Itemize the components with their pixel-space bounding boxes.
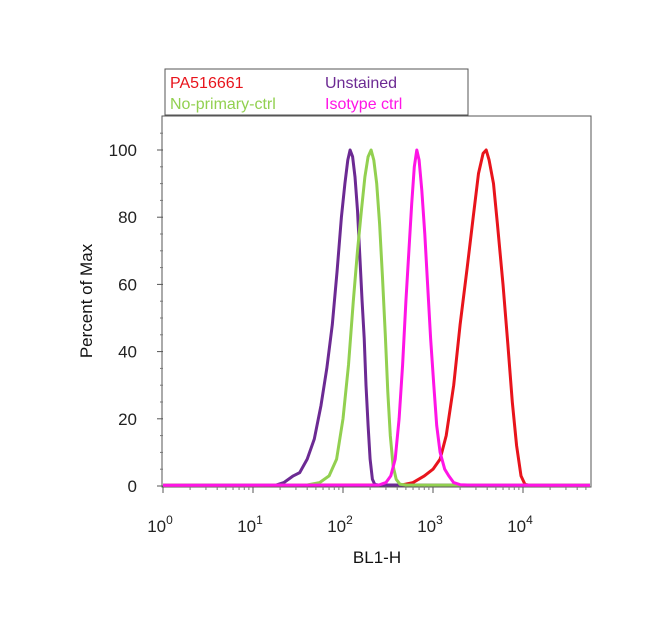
y-axis-minor-ticks <box>160 132 163 470</box>
legend-label-isotype-ctrl: Isotype ctrl <box>325 96 402 113</box>
x-tick-label: 100 <box>147 513 173 536</box>
series-line-unstained <box>162 148 591 487</box>
legend-label-pa516661: PA516661 <box>170 75 244 92</box>
y-tick-label: 100 <box>109 141 137 160</box>
series-layer <box>162 148 591 487</box>
x-axis-label: BL1-H <box>353 548 401 567</box>
y-tick-label: 20 <box>118 410 137 429</box>
series-line-isotype-ctrl <box>162 148 591 487</box>
x-tick-label: 101 <box>237 513 263 536</box>
y-tick-label: 60 <box>118 275 137 294</box>
y-axis: 0 20 40 60 80 100 <box>109 141 163 496</box>
x-axis: 100 101 102 103 104 <box>147 486 533 536</box>
series-line-pa516661 <box>162 148 590 487</box>
legend-label-no-primary-ctrl: No-primary-ctrl <box>170 96 276 113</box>
y-tick-label: 40 <box>118 343 137 362</box>
y-tick-label: 0 <box>128 477 137 496</box>
legend-box <box>164 68 469 116</box>
y-axis-label: Percent of Max <box>77 243 96 358</box>
y-tick-label: 80 <box>118 208 137 227</box>
x-tick-label: 102 <box>327 513 353 536</box>
x-tick-label: 103 <box>417 513 443 536</box>
series-line-no-primary-ctrl <box>162 148 591 487</box>
x-tick-label: 104 <box>507 513 533 536</box>
legend-label-unstained: Unstained <box>325 75 397 92</box>
